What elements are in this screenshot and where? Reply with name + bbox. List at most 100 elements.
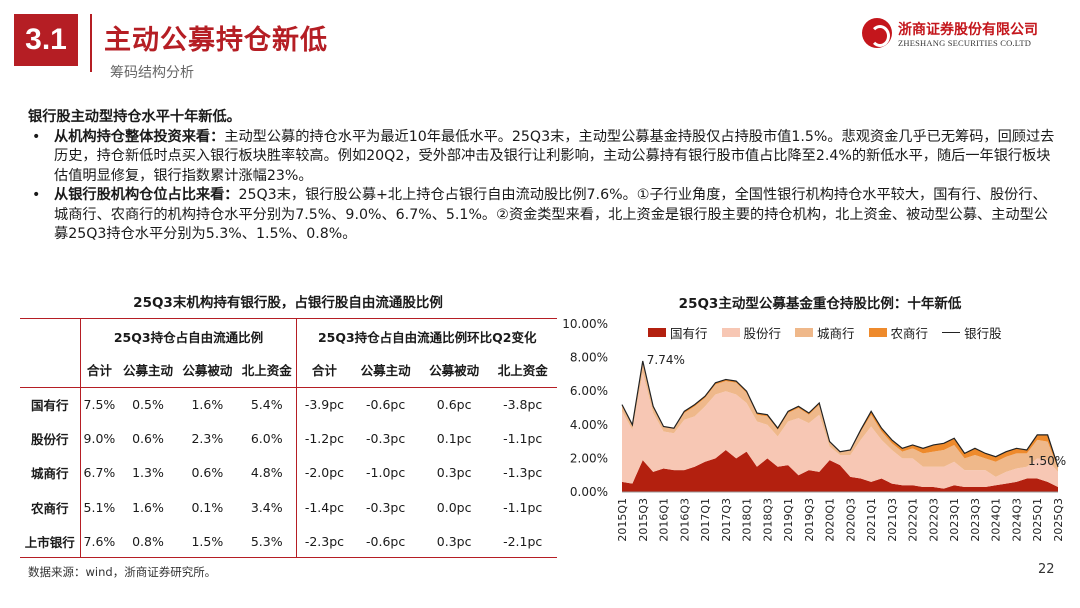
legend-label: 银行股 <box>964 326 1002 341</box>
bullet-dot-icon: • <box>32 128 41 145</box>
table-cell: -3.9pc <box>304 396 345 412</box>
legend-swatch-0 <box>648 328 666 337</box>
table-cell: 0.3pc <box>436 533 472 549</box>
table-cell: 6.0% <box>237 421 298 456</box>
table-cell: -2.1pc <box>503 533 543 549</box>
table-cell: -1.2pc <box>304 430 345 446</box>
table-row-header: 上市银行 <box>20 524 81 559</box>
table-cell: -0.6pc <box>366 533 406 549</box>
page-subtitle: 筹码结构分析 <box>110 65 194 81</box>
legend-item: 银行股 <box>942 323 1002 342</box>
y-tick-label: 0.00% <box>570 485 608 499</box>
table-subheader: 公募主动 <box>351 353 420 388</box>
table-subheader: 北上资金 <box>488 353 557 388</box>
area-series-2 <box>622 362 1058 477</box>
table-row-header: 农商行 <box>20 489 81 525</box>
bullet-text: 25Q3末，银行股公募+北上持仓占银行自由流动股比例7.6%。①子行业角度，全国… <box>54 187 1048 242</box>
summary-lead: 银行股主动型持仓水平十年新低。 <box>28 109 241 125</box>
legend-item: 农商行 <box>868 323 929 342</box>
table-cell: 1.6% <box>191 396 224 412</box>
table-subheader: 公募主动 <box>118 353 178 388</box>
table-row-header: 国有行 <box>20 387 81 422</box>
x-tick-label: 2015Q3 <box>637 498 650 542</box>
table-cell: -3.8pc <box>503 396 543 412</box>
table-subheader: 北上资金 <box>237 353 298 388</box>
table-row: 农商行 5.1% 1.6% 0.1% 3.4% -1.4pc -0.3pc 0.… <box>20 489 557 525</box>
chart-title: 25Q3主动型公募基金重仓持股比例：十年新低 <box>678 296 962 312</box>
x-tick-label: 2023Q1 <box>948 498 961 542</box>
table-cell: 6.7% <box>83 465 116 481</box>
table-cell: 1.6% <box>132 499 164 515</box>
table-title: 25Q3末机构持有银行股，占银行股自由流通股比例 <box>133 295 443 311</box>
table-cell: 0.8% <box>132 533 164 549</box>
y-tick-label: 6.00% <box>570 384 608 398</box>
logo-name-en: ZHESHANG SECURITIES CO.LTD <box>898 38 1032 48</box>
legend-label: 农商行 <box>890 326 929 341</box>
table-cell: 0.6% <box>191 465 224 481</box>
table-cell: 0.6pc <box>436 396 472 412</box>
logo-mark-icon <box>862 18 892 48</box>
data-annotation: 1.50% <box>1028 454 1066 468</box>
logo-name-cn: 浙商证券股份有限公司 <box>898 22 1038 38</box>
legend-line-icon <box>942 332 961 333</box>
table-cell: 5.3% <box>237 524 298 559</box>
area-series-1 <box>622 372 1058 489</box>
table-cell: 4.8% <box>237 455 298 490</box>
table-cell: 5.4% <box>237 387 298 422</box>
section-number: 3.1 <box>14 14 78 66</box>
table-cell: 5.1% <box>83 499 116 515</box>
area-series-3 <box>622 360 1058 469</box>
area-series-0 <box>622 450 1058 492</box>
x-tick-label: 2018Q1 <box>741 498 754 542</box>
table-cell: 0.6% <box>132 430 164 446</box>
table-row: 股份行 9.0% 0.6% 2.3% 6.0% -1.2pc -0.3pc 0.… <box>20 421 557 456</box>
table-cell: 7.5% <box>83 396 116 412</box>
table-cell: 9.0% <box>83 430 116 446</box>
x-tick-label: 2022Q3 <box>927 498 940 542</box>
table-cell: 0.1% <box>191 499 224 515</box>
x-tick-label: 2019Q3 <box>803 498 816 542</box>
company-logo: 浙商证券股份有限公司 ZHESHANG SECURITIES CO.LTD <box>862 18 1062 54</box>
table-cell: -0.6pc <box>366 396 406 412</box>
table-subheader: 公募被动 <box>177 353 238 388</box>
x-tick-label: 2015Q1 <box>616 498 629 542</box>
x-tick-label: 2022Q1 <box>907 498 920 542</box>
y-tick-label: 10.00% <box>562 317 608 331</box>
legend-item: 城商行 <box>795 323 855 342</box>
table-row-header: 股份行 <box>20 421 81 456</box>
bullet-dot-icon: • <box>32 187 41 203</box>
table-cell: 0.0pc <box>436 499 472 515</box>
table-subheader: 合计 <box>296 353 352 388</box>
holdings-table: 25Q3持仓占自由流通比例 25Q3持仓占自由流通比例环比Q2变化 合计 公募主… <box>20 318 557 559</box>
x-tick-label: 2017Q1 <box>699 498 712 542</box>
x-tick-label: 2020Q3 <box>844 498 857 542</box>
x-tick-label: 2017Q3 <box>720 498 733 542</box>
table-subheader: 合计 <box>80 353 119 388</box>
x-tick-label: 2025Q1 <box>1031 498 1044 542</box>
legend-item: 国有行 <box>648 323 708 342</box>
x-tick-label: 2025Q3 <box>1052 498 1065 542</box>
x-tick-label: 2023Q3 <box>969 498 982 542</box>
table-cell: 1.3% <box>132 465 164 481</box>
x-tick-label: 2018Q3 <box>761 498 774 542</box>
total-line-series <box>621 360 1059 467</box>
table-corner <box>20 319 81 388</box>
x-tick-label: 2024Q1 <box>990 498 1003 542</box>
table-cell: -1.0pc <box>366 465 406 481</box>
table-cell: 3.4% <box>237 489 298 525</box>
table-cell: -2.0pc <box>304 465 345 481</box>
table-cell: -1.1pc <box>503 499 543 515</box>
y-tick-label: 4.00% <box>570 418 608 432</box>
table-cell: -1.3pc <box>503 465 543 481</box>
bullet-heading: 从银行股机构仓位占比来看： <box>54 187 239 203</box>
table-cell: -0.3pc <box>366 499 406 515</box>
y-tick-label: 8.00% <box>570 351 608 365</box>
table-subheader: 公募被动 <box>419 353 489 388</box>
table-group-header: 25Q3持仓占自由流通比例环比Q2变化 <box>317 329 537 345</box>
x-tick-label: 2019Q1 <box>782 498 795 542</box>
y-tick-label: 2.00% <box>570 451 608 465</box>
table-row: 城商行 6.7% 1.3% 0.6% 4.8% -2.0pc -1.0pc 0.… <box>20 455 557 490</box>
bullet-heading: 从机构持仓整体投资来看： <box>54 128 225 145</box>
holdings-table-grid: 25Q3持仓占自由流通比例 25Q3持仓占自由流通比例环比Q2变化 合计 公募主… <box>20 319 557 559</box>
bullet-text: 主动型公募的持仓水平为最近10年最低水平。25Q3末，主动型公募基金持股仅占持股… <box>54 128 1055 184</box>
